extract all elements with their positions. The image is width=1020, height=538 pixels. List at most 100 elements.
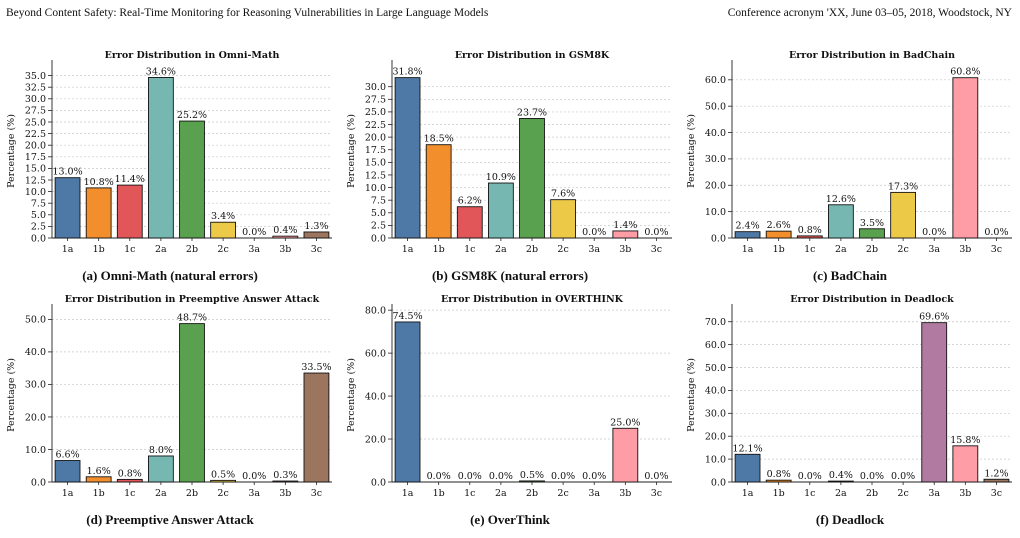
y-tick-label: 60.0 [365, 348, 386, 359]
x-tick-label: 3a [248, 244, 260, 255]
y-tick-label: 0.0 [711, 233, 726, 244]
x-tick-label: 2a [835, 488, 847, 499]
x-tick-label: 2b [186, 244, 198, 255]
chart-preemptive: Error Distribution in Preemptive Answer … [6, 294, 332, 499]
chart-panel-preemptive: Error Distribution in Preemptive Answer … [0, 290, 340, 532]
y-axis-label: Percentage (%) [686, 114, 697, 188]
x-tick-label: 2b [866, 244, 878, 255]
data-label: 0.0% [242, 471, 266, 482]
y-axis-label: Percentage (%) [686, 358, 697, 432]
data-label: 0.0% [427, 471, 451, 482]
data-label: 0.0% [242, 227, 266, 238]
x-tick-label: 1a [742, 488, 754, 499]
chart-title: Error Distribution in Omni-Math [105, 50, 280, 61]
data-label: 0.0% [984, 227, 1008, 238]
y-tick-label: 10.0 [25, 187, 46, 198]
data-label: 7.6% [551, 189, 575, 200]
data-label: 13.0% [52, 167, 82, 178]
x-tick-label: 1c [124, 488, 135, 499]
x-tick-label: 3a [248, 488, 260, 499]
y-tick-label: 0.0 [31, 233, 46, 244]
x-tick-label: 3b [619, 488, 631, 499]
bar-3b [952, 445, 979, 483]
bar-2a [147, 77, 174, 239]
data-label: 0.4% [273, 225, 297, 236]
data-label: 1.4% [613, 220, 637, 231]
data-label: 2.4% [735, 221, 759, 232]
bar-2a [487, 182, 514, 239]
x-tick-label: 1c [804, 488, 815, 499]
y-axis-label: Percentage (%) [6, 358, 17, 432]
data-label: 1.3% [304, 221, 328, 232]
bar-3c [303, 231, 330, 239]
caption-gsm8k: (b) GSM8K (natural errors) [431, 268, 589, 283]
y-tick-label: 20.0 [705, 181, 726, 192]
x-tick-label: 2c [557, 244, 568, 255]
data-label: 0.0% [922, 227, 946, 238]
x-tick-label: 1a [62, 488, 74, 499]
bar-2a [827, 204, 854, 239]
data-label: 11.4% [115, 174, 145, 185]
x-tick-label: 3c [991, 244, 1002, 255]
x-tick-label: 1c [464, 244, 475, 255]
data-label: 0.8% [798, 225, 822, 236]
data-label: 12.6% [826, 194, 856, 205]
y-tick-label: 40.0 [365, 391, 386, 402]
bar-1b [85, 476, 112, 483]
data-label: 3.4% [211, 211, 235, 222]
bar-3b [612, 230, 639, 239]
data-label: 8.0% [149, 445, 173, 456]
bar-1a [54, 177, 81, 239]
y-tick-label: 30.0 [25, 94, 46, 105]
y-tick-label: 15.0 [25, 164, 46, 175]
x-tick-label: 3a [588, 244, 600, 255]
x-tick-label: 1c [804, 244, 815, 255]
data-label: 31.8% [392, 67, 422, 78]
x-tick-label: 2c [897, 488, 908, 499]
y-axis-label: Percentage (%) [346, 114, 357, 188]
y-tick-label: 50.0 [25, 315, 46, 326]
x-tick-label: 3b [279, 244, 291, 255]
data-label: 0.4% [829, 470, 853, 481]
chart-title: Error Distribution in BadChain [789, 50, 955, 61]
y-tick-label: 27.5 [365, 95, 386, 106]
y-tick-label: 20.0 [705, 432, 726, 443]
data-label: 1.6% [87, 466, 111, 477]
bar-2b [519, 480, 545, 483]
data-label: 25.0% [610, 417, 640, 428]
y-tick-label: 0.0 [711, 477, 726, 488]
x-tick-label: 3a [928, 244, 940, 255]
data-label: 0.8% [118, 468, 142, 479]
caption-omni-math: (a) Omni-Math (natural errors) [82, 268, 258, 283]
y-tick-label: 12.5 [25, 175, 46, 186]
data-label: 6.6% [55, 450, 79, 461]
data-label: 48.7% [177, 313, 207, 324]
y-tick-label: 20.0 [365, 132, 386, 143]
bar-2c [210, 479, 237, 483]
y-tick-label: 20.0 [365, 434, 386, 445]
y-tick-label: 70.0 [705, 317, 726, 328]
y-tick-label: 30.0 [705, 409, 726, 420]
chart-deadlock: Error Distribution in Deadlock 0.0 10.0 20.… [686, 294, 1012, 499]
chart-title: Error Distribution in GSM8K [455, 50, 610, 61]
y-tick-label: 50.0 [705, 101, 726, 112]
x-tick-label: 3b [959, 488, 971, 499]
data-label: 0.0% [644, 227, 668, 238]
data-label: 6.2% [458, 196, 482, 207]
x-tick-label: 1a [742, 244, 754, 255]
chart-title: Error Distribution in OVERTHINK [441, 294, 624, 305]
y-tick-label: 40.0 [705, 128, 726, 139]
bar-3b [952, 77, 979, 239]
y-tick-label: 35.0 [25, 71, 46, 82]
y-tick-label: 10.0 [705, 454, 726, 465]
bar-1b [425, 144, 452, 239]
chart-badchain: Error Distribution in BadChain 0.0 10.0 20.… [686, 50, 1012, 255]
data-label: 1.2% [984, 468, 1008, 479]
bar-1c [456, 206, 483, 239]
data-label: 10.9% [486, 172, 516, 183]
y-tick-label: 2.5 [31, 222, 46, 233]
bar-1a [734, 231, 761, 239]
chart-title: Error Distribution in Deadlock [790, 294, 954, 305]
x-tick-label: 2a [155, 244, 167, 255]
y-tick-label: 30.0 [25, 380, 46, 391]
